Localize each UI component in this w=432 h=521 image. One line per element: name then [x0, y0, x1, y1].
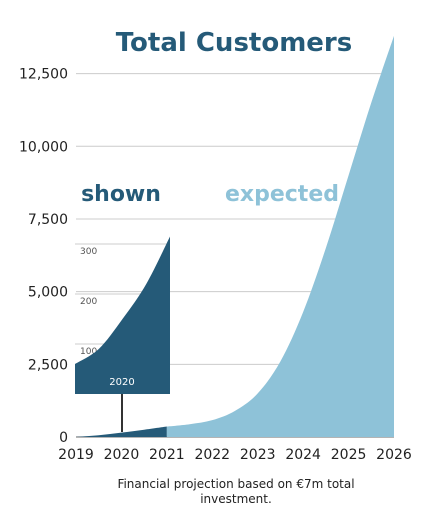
x-tick-label: 2025	[331, 447, 367, 463]
inset-2020-chart: 100 200 300 2020	[75, 236, 170, 432]
x-tick-label: 2024	[285, 447, 321, 463]
y-tick-label: 2,500	[28, 357, 68, 373]
caption-line-2: investment.	[200, 492, 272, 506]
series-areas	[76, 35, 394, 438]
x-tick-label: 2020	[104, 447, 140, 463]
series-label-expected: expected	[225, 182, 339, 207]
inset-y-tick-label: 300	[80, 247, 97, 257]
inset-y-tick-label: 100	[80, 347, 97, 357]
chart-title: Total Customers	[116, 28, 352, 58]
area-series-shown	[76, 426, 167, 437]
inset-area	[75, 236, 170, 394]
y-tick-label: 5,000	[28, 285, 68, 301]
x-tick-label: 2022	[194, 447, 230, 463]
y-tick-label: 0	[59, 430, 68, 446]
caption-line-1: Financial projection based on €7m total	[117, 477, 354, 491]
x-tick-label: 2026	[376, 447, 412, 463]
inset-y-tick-label: 200	[80, 297, 97, 307]
y-tick-label: 7,500	[28, 212, 68, 228]
x-tick-label: 2019	[58, 447, 94, 463]
area-series-expected	[166, 35, 394, 438]
y-tick-label: 10,000	[19, 139, 68, 155]
y-axis-ticks: 0 2,500 5,000 7,500 10,000 12,500	[19, 67, 68, 446]
x-axis-ticks: 2019 2020 2021 2022 2023 2024 2025 2026	[58, 447, 412, 463]
x-tick-label: 2021	[149, 447, 185, 463]
x-tick-label: 2023	[240, 447, 276, 463]
series-label-shown: shown	[81, 182, 161, 207]
y-tick-label: 12,500	[19, 67, 68, 83]
inset-x-label: 2020	[109, 377, 134, 388]
